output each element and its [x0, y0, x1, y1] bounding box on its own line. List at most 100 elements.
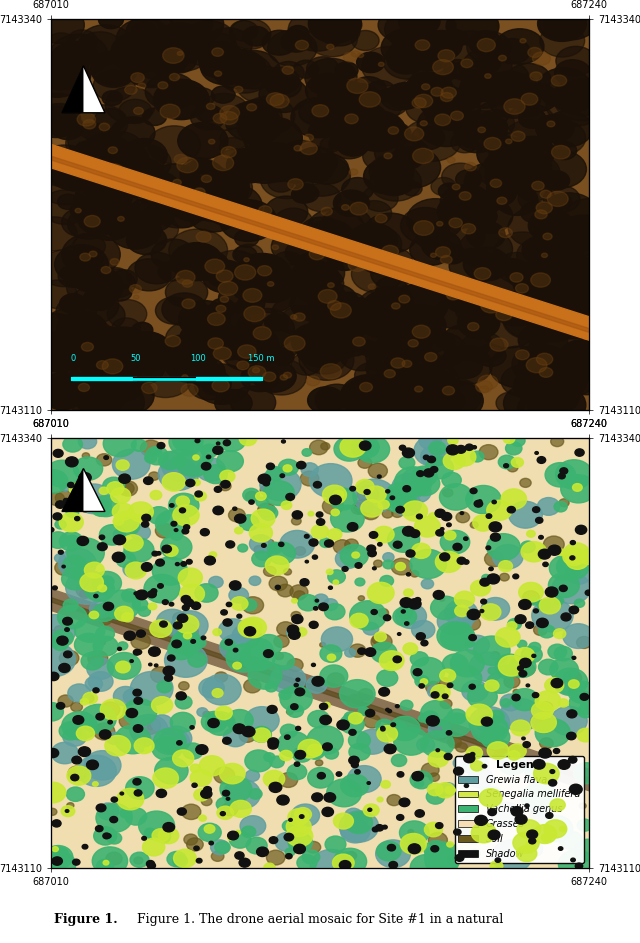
Circle shape	[150, 490, 162, 500]
Circle shape	[253, 326, 271, 339]
Circle shape	[193, 479, 200, 486]
Circle shape	[415, 40, 429, 50]
Circle shape	[133, 725, 143, 733]
Circle shape	[470, 753, 475, 756]
Circle shape	[440, 530, 470, 554]
Circle shape	[223, 619, 232, 626]
Circle shape	[119, 713, 139, 729]
Circle shape	[436, 749, 440, 752]
Circle shape	[358, 457, 372, 469]
Circle shape	[268, 540, 274, 544]
Circle shape	[507, 104, 555, 140]
Circle shape	[469, 635, 476, 640]
Circle shape	[356, 436, 390, 463]
Circle shape	[348, 223, 397, 259]
Circle shape	[148, 647, 160, 656]
Circle shape	[319, 703, 328, 710]
Circle shape	[440, 699, 452, 708]
Circle shape	[466, 704, 492, 725]
Circle shape	[125, 333, 152, 352]
Circle shape	[177, 157, 198, 173]
Circle shape	[355, 362, 392, 389]
Circle shape	[365, 709, 374, 717]
Circle shape	[145, 73, 196, 110]
Circle shape	[173, 855, 188, 867]
Circle shape	[245, 770, 259, 782]
Circle shape	[102, 91, 122, 106]
Circle shape	[495, 654, 524, 677]
Circle shape	[248, 131, 272, 148]
Circle shape	[426, 456, 453, 479]
Circle shape	[301, 160, 332, 183]
Circle shape	[212, 446, 223, 455]
Circle shape	[242, 60, 264, 76]
Circle shape	[520, 541, 535, 553]
Circle shape	[407, 199, 464, 240]
Circle shape	[447, 185, 490, 216]
Text: 50: 50	[130, 355, 141, 363]
Circle shape	[44, 846, 73, 869]
Circle shape	[152, 697, 173, 714]
Circle shape	[59, 664, 70, 672]
Circle shape	[526, 841, 536, 849]
Circle shape	[474, 268, 491, 280]
Circle shape	[408, 830, 413, 835]
Circle shape	[48, 492, 65, 505]
Circle shape	[154, 664, 158, 667]
Circle shape	[52, 819, 61, 827]
Circle shape	[490, 533, 500, 541]
Circle shape	[435, 66, 483, 101]
Circle shape	[456, 512, 470, 522]
Circle shape	[150, 187, 207, 228]
Circle shape	[347, 78, 368, 93]
Circle shape	[407, 501, 420, 511]
Circle shape	[310, 105, 345, 130]
Circle shape	[134, 790, 142, 796]
Circle shape	[78, 434, 97, 449]
Circle shape	[445, 786, 455, 794]
Circle shape	[532, 181, 544, 190]
Circle shape	[170, 712, 195, 733]
Circle shape	[65, 456, 78, 467]
Circle shape	[328, 570, 346, 584]
Circle shape	[410, 73, 436, 91]
Circle shape	[361, 500, 383, 517]
Circle shape	[260, 505, 278, 521]
Circle shape	[529, 642, 541, 652]
Circle shape	[237, 345, 256, 358]
Circle shape	[559, 499, 569, 506]
Circle shape	[403, 643, 418, 654]
Circle shape	[533, 824, 557, 844]
Circle shape	[431, 467, 438, 472]
Circle shape	[447, 290, 460, 300]
Circle shape	[294, 313, 305, 322]
Circle shape	[199, 755, 225, 776]
Circle shape	[529, 357, 575, 391]
Circle shape	[280, 724, 297, 737]
Circle shape	[163, 48, 184, 63]
Circle shape	[268, 74, 301, 98]
Circle shape	[403, 182, 422, 196]
Circle shape	[243, 488, 260, 502]
Circle shape	[409, 72, 451, 103]
Circle shape	[381, 781, 390, 788]
Circle shape	[204, 556, 216, 565]
Circle shape	[417, 471, 424, 476]
Circle shape	[35, 107, 77, 138]
Circle shape	[243, 289, 262, 303]
Circle shape	[180, 160, 225, 193]
Circle shape	[83, 501, 97, 512]
Circle shape	[316, 384, 358, 416]
Circle shape	[55, 520, 66, 529]
Circle shape	[535, 452, 538, 455]
Circle shape	[220, 296, 228, 303]
Circle shape	[286, 825, 313, 847]
Circle shape	[314, 594, 328, 605]
Circle shape	[521, 93, 538, 106]
Circle shape	[299, 340, 354, 380]
Circle shape	[342, 567, 348, 571]
Circle shape	[556, 46, 596, 75]
Circle shape	[220, 471, 235, 482]
Polygon shape	[62, 469, 105, 511]
Circle shape	[504, 301, 556, 339]
